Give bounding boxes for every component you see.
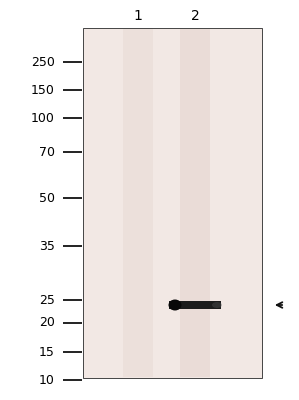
Text: 20: 20 — [39, 316, 55, 330]
Text: 250: 250 — [31, 56, 55, 68]
Ellipse shape — [169, 300, 181, 310]
Text: 70: 70 — [39, 146, 55, 158]
Text: 35: 35 — [39, 240, 55, 252]
Text: 100: 100 — [31, 112, 55, 124]
Bar — [83, 28, 262, 378]
Bar — [123, 29, 153, 377]
Text: 150: 150 — [31, 84, 55, 96]
Bar — [180, 29, 210, 377]
Text: 50: 50 — [39, 192, 55, 204]
Ellipse shape — [212, 302, 222, 308]
Text: 2: 2 — [191, 9, 199, 23]
Text: 15: 15 — [39, 346, 55, 358]
Text: 10: 10 — [39, 374, 55, 386]
Text: 25: 25 — [39, 294, 55, 306]
FancyBboxPatch shape — [169, 301, 221, 309]
Text: 1: 1 — [134, 9, 142, 23]
